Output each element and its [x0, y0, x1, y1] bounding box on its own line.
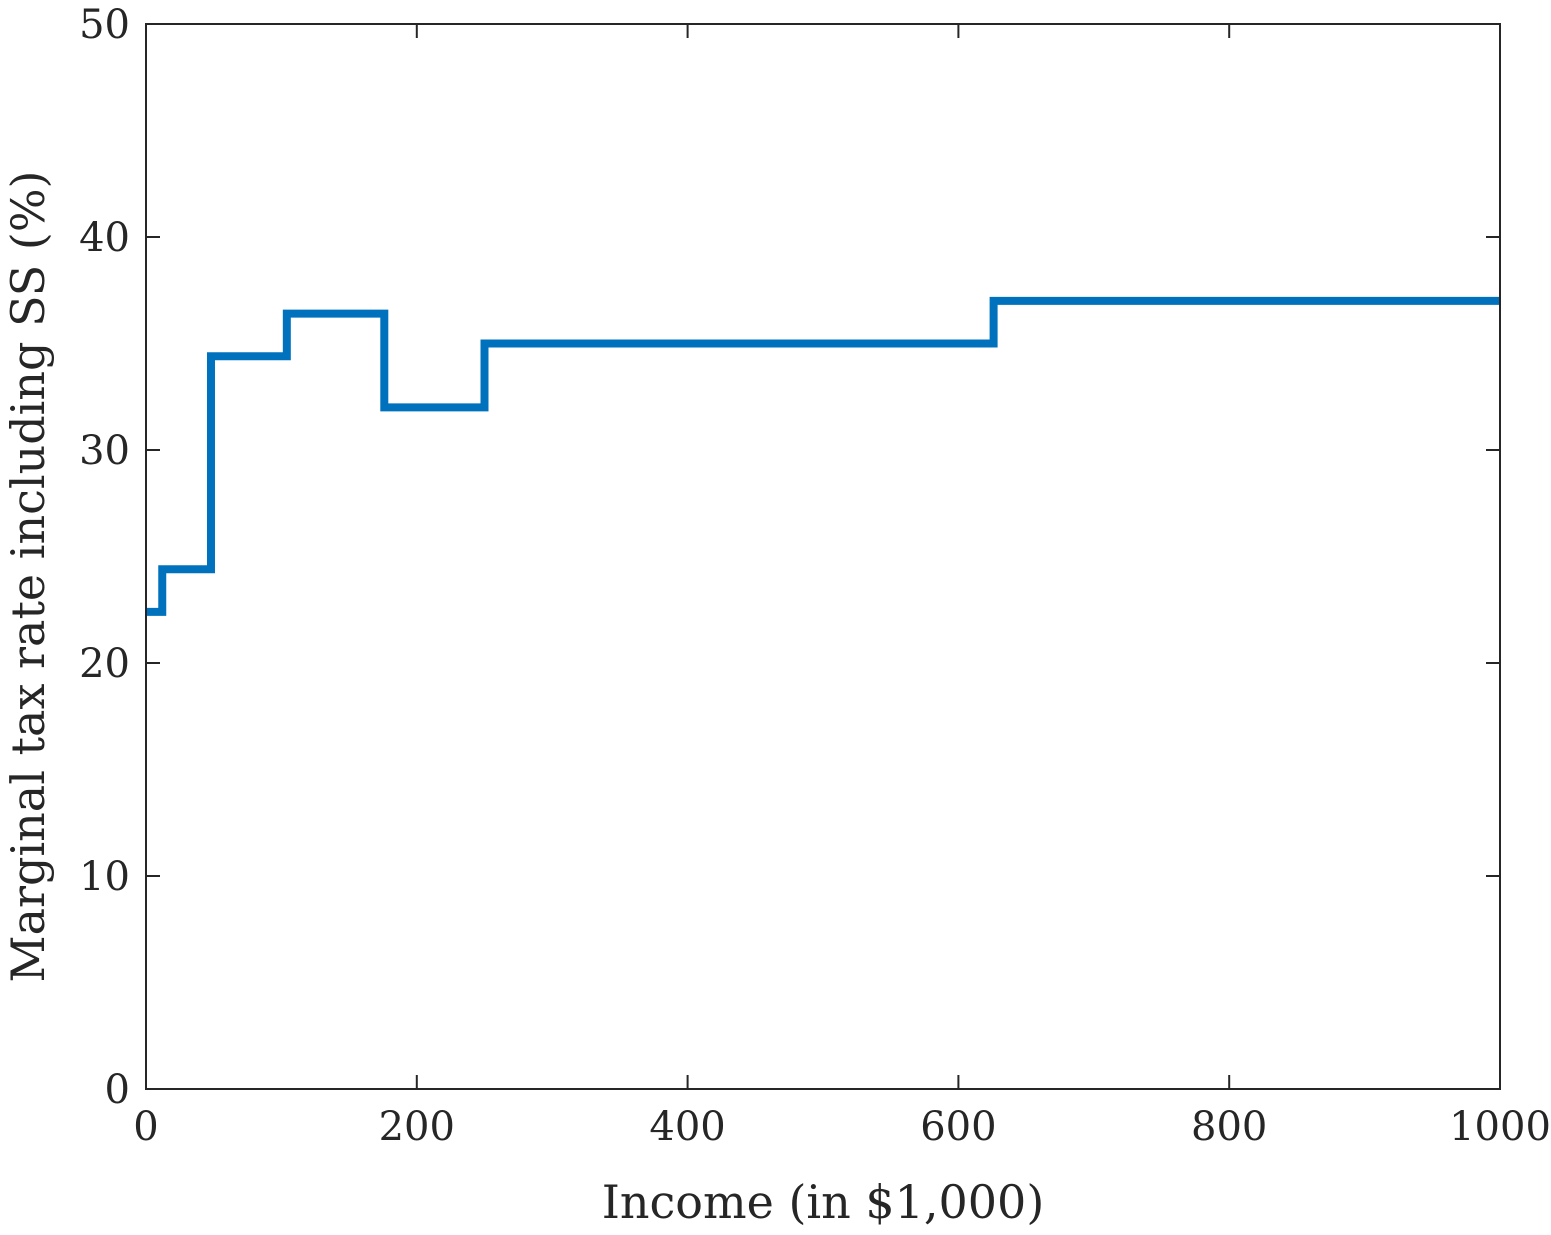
y-tick-label-5: 50: [79, 2, 130, 48]
x-axis-label: Income (in $1,000): [602, 1175, 1045, 1229]
y-tick-label-4: 40: [79, 215, 130, 261]
x-tick-label-5: 1000: [1449, 1104, 1551, 1150]
series-line-0: [146, 296, 1500, 616]
y-tick-label-1: 10: [79, 854, 130, 900]
x-tick-label-3: 600: [920, 1104, 996, 1150]
x-tick-label-0: 0: [133, 1104, 158, 1150]
y-tick-label-2: 20: [79, 641, 130, 687]
plot-frame: [145, 23, 1501, 1090]
x-tick-label-1: 200: [379, 1104, 455, 1150]
y-tick-label-0: 0: [105, 1067, 130, 1113]
y-tick-label-3: 30: [79, 428, 130, 474]
series-layer: [146, 296, 1500, 616]
tick-layer: [145, 23, 1501, 1090]
y-axis-label: Marginal tax rate including SS (%): [1, 170, 55, 982]
x-tick-label-4: 800: [1191, 1104, 1267, 1150]
x-tick-label-2: 400: [649, 1104, 725, 1150]
y-tick-labels: 0 10 20 30 40 50: [79, 2, 130, 1113]
x-tick-labels: 0 200 400 600 800 1000: [133, 1104, 1551, 1150]
